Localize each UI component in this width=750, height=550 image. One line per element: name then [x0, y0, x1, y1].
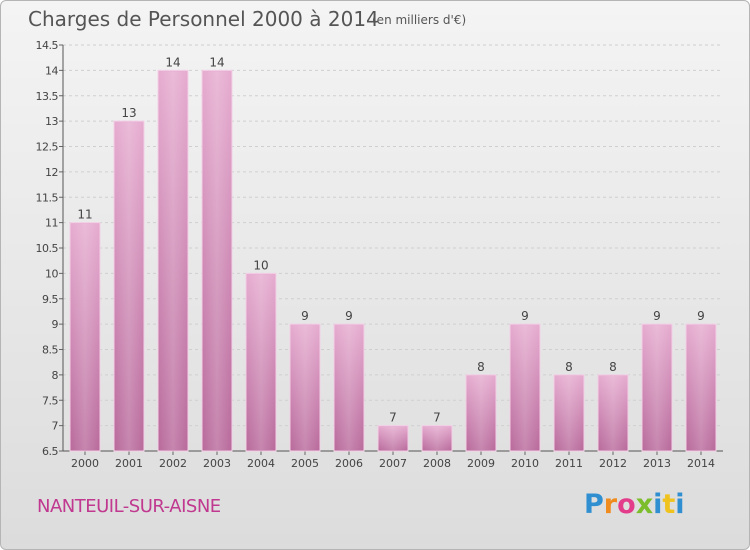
commune-name: NANTEUIL-SUR-AISNE — [37, 496, 221, 517]
data-label-2001: 13 — [121, 106, 136, 120]
x-tick-label-2012: 2012 — [599, 457, 627, 470]
data-label-2005: 9 — [301, 309, 309, 323]
data-label-2000: 11 — [77, 208, 92, 222]
x-tick-labels: 2000 2001 2002 2003 2004 2005 2006 2007 2008 2009… — [71, 457, 715, 470]
x-tick-label-2008: 2008 — [423, 457, 451, 470]
y-tick-label: 8 — [52, 369, 59, 382]
bar-highlight — [555, 375, 583, 450]
data-label-2004: 10 — [253, 258, 268, 272]
x-tick-label-2014: 2014 — [687, 457, 715, 470]
data-label-2013: 9 — [653, 309, 661, 323]
y-tick-label: 14.5 — [36, 39, 59, 52]
x-tick-label-2011: 2011 — [555, 457, 583, 470]
data-label-2014: 9 — [697, 309, 705, 323]
bar-highlight — [71, 223, 99, 450]
y-tick-label: 12.5 — [36, 141, 59, 154]
data-label-2012: 8 — [609, 360, 617, 374]
bar-highlight — [247, 274, 275, 450]
bar-highlight — [643, 325, 671, 450]
y-tick-label: 9 — [52, 318, 59, 331]
chart-title: Charges de Personnel 2000 à 2014 — [28, 7, 379, 31]
data-label-2007: 7 — [389, 411, 397, 425]
bar-highlight — [599, 375, 627, 450]
x-tick-label-2005: 2005 — [291, 457, 319, 470]
y-tick-label: 13.5 — [36, 90, 59, 103]
bars — [69, 69, 717, 452]
proxiti-logo: Proxiti — [584, 489, 685, 520]
x-tick-label-2002: 2002 — [159, 457, 187, 470]
x-tick-label-2000: 2000 — [71, 457, 99, 470]
bar-highlight — [291, 325, 319, 450]
data-label-2010: 9 — [521, 309, 529, 323]
bar-highlight — [687, 325, 715, 450]
y-tick-label: 7.5 — [42, 394, 58, 407]
bar-highlight — [467, 375, 495, 450]
x-tick-label-2001: 2001 — [115, 457, 143, 470]
y-tick-label: 8.5 — [42, 344, 58, 357]
y-tick-label: 13 — [45, 115, 58, 128]
data-labels: 11 13 14 14 10 9 9 7 7 8 9 8 8 9 9 — [77, 55, 704, 424]
data-label-2011: 8 — [565, 360, 573, 374]
x-tick-label-2003: 2003 — [203, 457, 231, 470]
y-tick-label: 10 — [45, 267, 58, 280]
y-tick-label: 12 — [45, 166, 58, 179]
data-label-2003: 14 — [209, 55, 224, 69]
x-tick-label-2010: 2010 — [511, 457, 539, 470]
data-label-2009: 8 — [477, 360, 485, 374]
bar-highlight — [203, 71, 231, 450]
y-tick-label: 9.5 — [42, 293, 58, 306]
x-tick-label-2013: 2013 — [643, 457, 671, 470]
bar-highlight — [379, 426, 407, 450]
bar-highlight — [511, 325, 539, 450]
bar-highlight — [423, 426, 451, 450]
data-label-2002: 14 — [165, 55, 180, 69]
x-tick-label-2007: 2007 — [379, 457, 407, 470]
y-tick-label: 6.5 — [42, 445, 58, 458]
bar-highlight — [115, 122, 143, 450]
x-tick-label-2006: 2006 — [335, 457, 363, 470]
x-tick-label-2004: 2004 — [247, 457, 275, 470]
y-tick-label: 10.5 — [36, 242, 59, 255]
data-label-2008: 7 — [433, 411, 441, 425]
y-tick-label: 11 — [45, 217, 58, 230]
y-tick-label: 7 — [52, 420, 59, 433]
data-label-2006: 9 — [345, 309, 353, 323]
bar-highlight — [335, 325, 363, 450]
y-tick-labels: 6.5 7 7.5 8 8.5 9 9.5 10 10.5 11 11.5 12 12.5 13 13.5 1… — [36, 39, 60, 458]
x-tick-label-2009: 2009 — [467, 457, 495, 470]
y-tick-label: 14 — [45, 64, 58, 77]
y-tick-label: 11.5 — [36, 191, 59, 204]
bar-highlight — [159, 71, 187, 450]
chart-subtitle: (en milliers d'€) — [372, 13, 467, 27]
